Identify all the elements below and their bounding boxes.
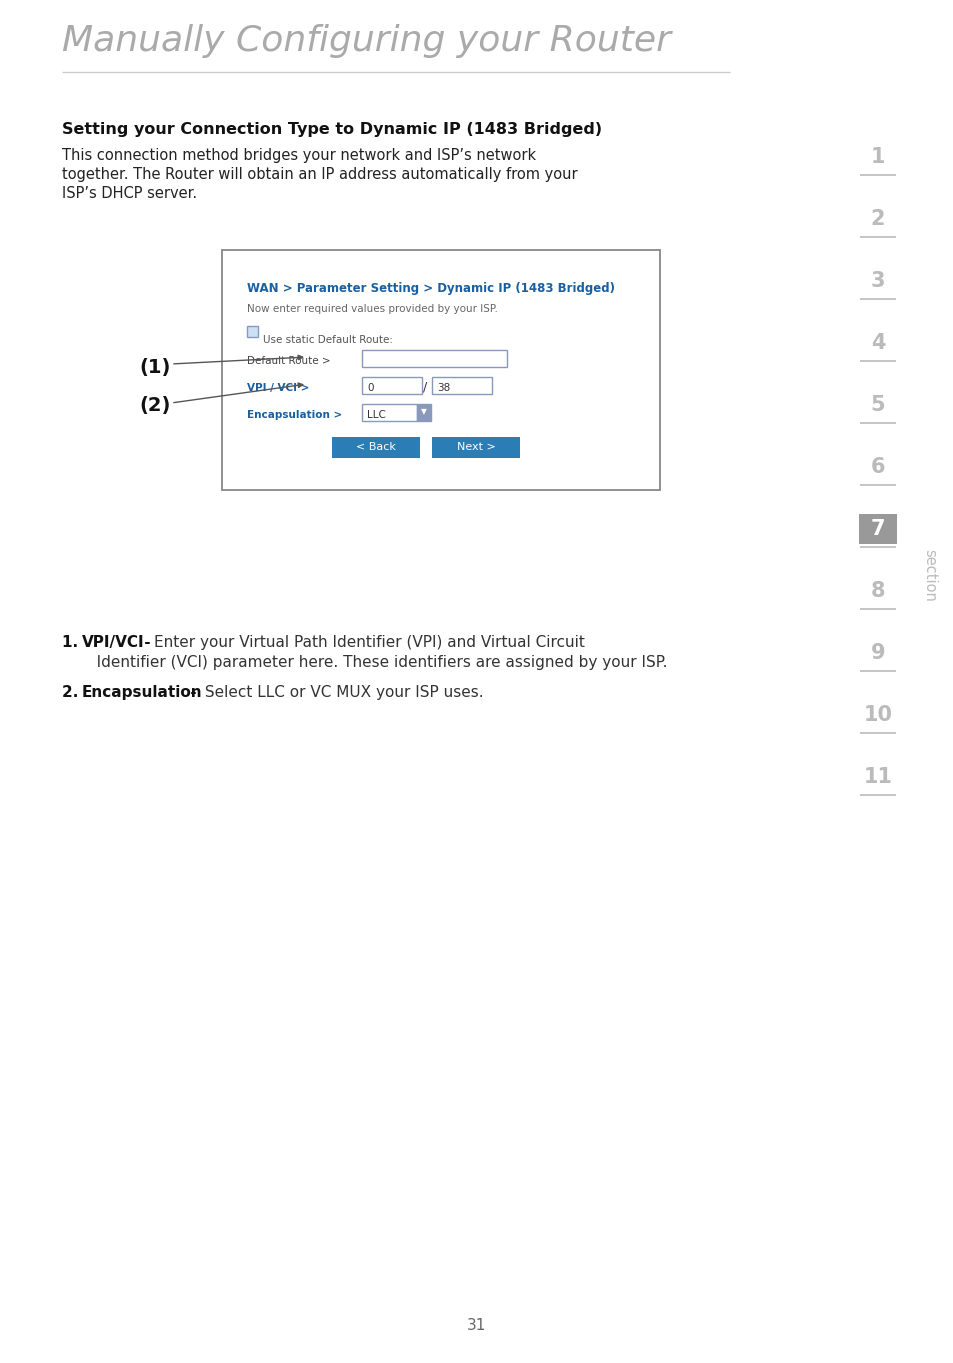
- Text: 5: 5: [870, 395, 884, 414]
- Text: VPI / VCI >: VPI / VCI >: [247, 383, 309, 393]
- Text: 3: 3: [870, 271, 884, 290]
- Text: 11: 11: [862, 767, 892, 786]
- Text: Manually Configuring your Router: Manually Configuring your Router: [62, 25, 670, 59]
- Text: 1.: 1.: [62, 635, 83, 650]
- Text: Use static Default Route:: Use static Default Route:: [263, 335, 393, 345]
- Text: 8: 8: [870, 581, 884, 601]
- Text: together. The Router will obtain an IP address automatically from your: together. The Router will obtain an IP a…: [62, 168, 577, 183]
- Bar: [858, 514, 896, 544]
- Text: -: -: [139, 635, 151, 650]
- Text: /: /: [422, 380, 427, 393]
- Bar: [416, 403, 431, 421]
- Text: (1): (1): [139, 358, 171, 378]
- Bar: [361, 350, 506, 367]
- Text: 31: 31: [467, 1318, 486, 1333]
- Text: ▼: ▼: [420, 408, 427, 417]
- Text: 2: 2: [870, 209, 884, 229]
- Text: section: section: [922, 548, 937, 601]
- Text: 0: 0: [367, 383, 374, 393]
- Text: 10: 10: [862, 705, 892, 725]
- Text: 4: 4: [870, 333, 884, 353]
- Text: 6: 6: [870, 457, 884, 477]
- Bar: [222, 249, 659, 491]
- Text: LLC: LLC: [367, 410, 385, 420]
- Text: Encapsulation: Encapsulation: [82, 686, 202, 701]
- Text: 1: 1: [870, 147, 884, 168]
- Text: Next >: Next >: [456, 442, 495, 451]
- Text: 38: 38: [436, 383, 450, 393]
- Bar: [432, 438, 519, 458]
- Text: Now enter required values provided by your ISP.: Now enter required values provided by yo…: [247, 304, 497, 313]
- Text: Select LLC or VC MUX your ISP uses.: Select LLC or VC MUX your ISP uses.: [200, 686, 483, 701]
- Bar: [361, 378, 421, 394]
- Text: Default Route >: Default Route >: [247, 356, 331, 367]
- Bar: [432, 378, 492, 394]
- Text: (2): (2): [139, 395, 171, 414]
- Text: Identifier (VCI) parameter here. These identifiers are assigned by your ISP.: Identifier (VCI) parameter here. These i…: [82, 656, 667, 671]
- Text: Enter your Virtual Path Identifier (VPI) and Virtual Circuit: Enter your Virtual Path Identifier (VPI)…: [153, 635, 584, 650]
- Text: 9: 9: [870, 643, 884, 662]
- Text: Setting your Connection Type to Dynamic IP (1483 Bridged): Setting your Connection Type to Dynamic …: [62, 123, 601, 138]
- Bar: [361, 403, 416, 421]
- Text: 2.: 2.: [62, 686, 84, 701]
- Bar: [247, 326, 257, 337]
- Text: WAN > Parameter Setting > Dynamic IP (1483 Bridged): WAN > Parameter Setting > Dynamic IP (14…: [247, 282, 615, 294]
- Text: -: -: [185, 686, 196, 701]
- Bar: [332, 438, 419, 458]
- Text: < Back: < Back: [355, 442, 395, 451]
- Text: Encapsulation >: Encapsulation >: [247, 410, 342, 420]
- Text: VPI/VCI: VPI/VCI: [82, 635, 145, 650]
- Text: This connection method bridges your network and ISP’s network: This connection method bridges your netw…: [62, 149, 536, 164]
- Text: ISP’s DHCP server.: ISP’s DHCP server.: [62, 185, 197, 200]
- Text: 7: 7: [870, 519, 884, 538]
